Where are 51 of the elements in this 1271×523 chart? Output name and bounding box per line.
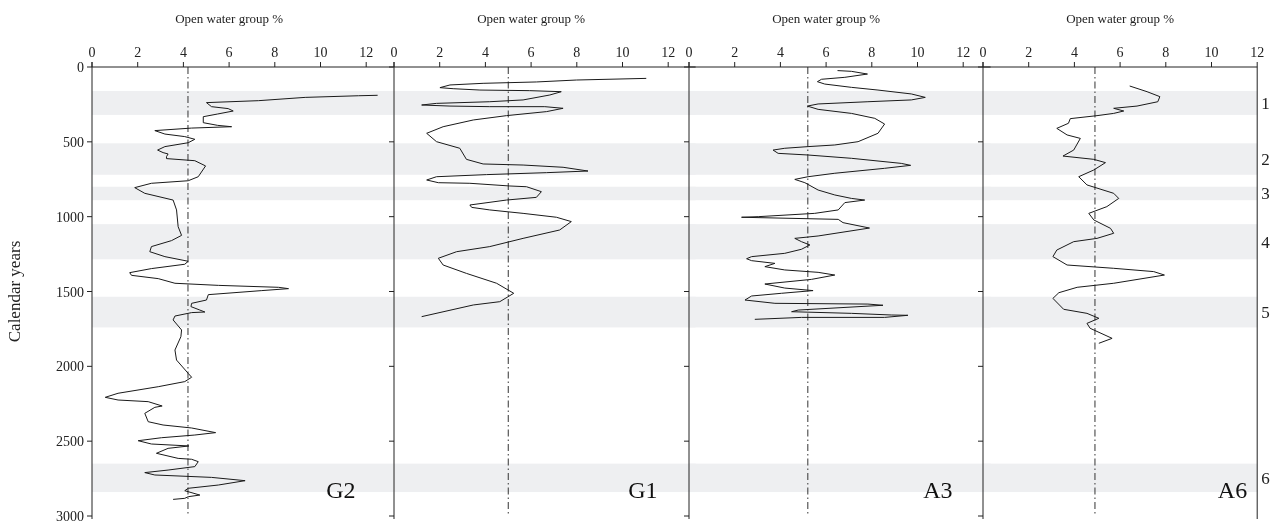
x-tick-label: 6 xyxy=(527,45,535,60)
x-tick-label: 0 xyxy=(88,45,96,60)
y-tick-label: 1500 xyxy=(56,284,84,300)
x-tick-label: 0 xyxy=(390,45,398,60)
x-tick-label: 6 xyxy=(1116,45,1124,60)
annotation: G2 xyxy=(326,477,356,503)
x-tick-label: 8 xyxy=(868,45,876,60)
annotation: G1 xyxy=(628,477,658,503)
x-tick-label: 4 xyxy=(776,45,784,60)
band-label: 1 xyxy=(1261,93,1270,113)
x-tick-label: 12 xyxy=(359,45,374,60)
x-tick-label: 8 xyxy=(1162,45,1170,60)
x-axis-title: Open water group % xyxy=(1066,11,1175,26)
annotation: A3 xyxy=(923,477,953,503)
x-tick-label: 10 xyxy=(313,45,328,60)
band-label: 4 xyxy=(1261,232,1271,252)
band-label: 6 xyxy=(1261,468,1270,488)
x-axis-title: Open water group % xyxy=(772,11,881,26)
x-tick-label: 6 xyxy=(225,45,233,60)
y-tick-label: 1000 xyxy=(56,209,84,225)
x-axis-title: Open water group % xyxy=(175,11,284,26)
y-tick-label: 0 xyxy=(77,60,84,75)
y-tick-label: 2500 xyxy=(56,434,84,450)
x-tick-label: 10 xyxy=(1204,45,1219,60)
x-tick-label: 2 xyxy=(436,45,444,60)
x-tick-label: 12 xyxy=(661,45,676,60)
line-series xyxy=(104,94,379,500)
x-tick-label: 4 xyxy=(179,45,187,60)
band-label: 3 xyxy=(1261,184,1270,204)
y-tick-label: 3000 xyxy=(56,509,84,523)
x-tick-label: 12 xyxy=(1250,45,1265,60)
x-tick-label: 0 xyxy=(685,45,693,60)
x-tick-label: 10 xyxy=(615,45,630,60)
y-tick-label: 500 xyxy=(63,134,84,150)
y-axis-title: Calendar years xyxy=(5,240,24,343)
annotation: A6 xyxy=(1217,477,1248,503)
x-tick-label: 2 xyxy=(134,45,142,60)
x-tick-label: 8 xyxy=(271,45,279,60)
x-tick-label: 0 xyxy=(979,45,987,60)
x-tick-label: 2 xyxy=(1025,45,1033,60)
x-tick-label: 12 xyxy=(956,45,971,60)
x-tick-label: 8 xyxy=(573,45,581,60)
x-tick-label: 4 xyxy=(481,45,489,60)
band-label: 5 xyxy=(1261,303,1270,323)
band-label: 2 xyxy=(1261,150,1270,170)
x-tick-label: 4 xyxy=(1070,45,1078,60)
x-tick-label: 10 xyxy=(910,45,925,60)
x-tick-label: 2 xyxy=(731,45,739,60)
y-tick-label: 2000 xyxy=(56,359,84,375)
x-tick-label: 6 xyxy=(822,45,830,60)
x-axis-title: Open water group % xyxy=(477,11,586,26)
